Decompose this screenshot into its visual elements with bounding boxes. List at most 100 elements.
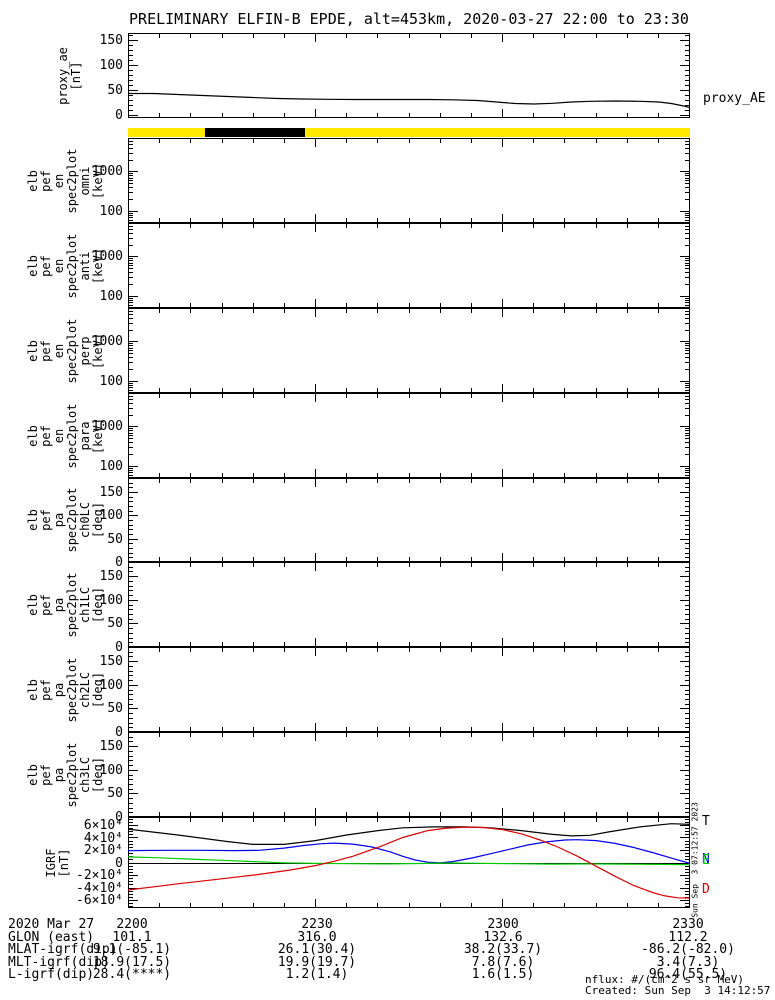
y-tick-label: 1000 xyxy=(91,334,123,350)
y-axis-label-elb_pef_pa_spec2plot_ch3LC: elb pef pa spec2plot ch3LC [deg] xyxy=(26,741,105,808)
y-tick-label: 0 xyxy=(115,855,123,871)
var-label-value: -86.2(-82.0) xyxy=(641,942,735,957)
panel-plot-svg-elb_pef_pa_spec2plot_ch0LC xyxy=(128,478,690,562)
panel-plot-svg-IGRF xyxy=(128,817,690,908)
var-label-value: 9.1(-85.1) xyxy=(92,942,172,957)
panel-elb_pef_pa_spec2plot_ch3LC xyxy=(128,732,690,817)
y-tick-label: 50 xyxy=(107,83,123,98)
legend-letter-N: N xyxy=(702,852,710,867)
var-label-value: 101.1 xyxy=(112,929,152,945)
var-label-value: 26.1(30.4) xyxy=(277,942,357,957)
var-label-value: 18.9(17.5) xyxy=(92,954,172,970)
var-label-value: 2230 xyxy=(301,917,333,932)
var-label-name: 2020 Mar 27 xyxy=(8,917,95,932)
panel-plot-svg-proxy_ae xyxy=(128,33,690,118)
var-label-value: 7.8(7.6) xyxy=(471,954,535,970)
panel-plot-svg-elb_pef_pa_spec2plot_ch3LC xyxy=(128,732,690,817)
series-line-D xyxy=(128,826,690,899)
y-tick-label: 100 xyxy=(99,374,123,390)
var-label-value: 38.2(33.7) xyxy=(463,942,543,957)
var-label-value: 2200 xyxy=(116,917,148,932)
plot-title: PRELIMINARY ELFIN-B EPDE, alt=453km, 202… xyxy=(129,10,689,28)
panel-plot-svg-elb_pef_en_spec2plot_anti xyxy=(128,223,690,308)
y-axis-label-elb_pef_pa_spec2plot_ch2LC: elb pef pa spec2plot ch2LC [deg] xyxy=(26,656,105,723)
var-label-value: 2300 xyxy=(487,917,519,932)
proxy-ae-right-label: proxy_AE xyxy=(703,91,766,106)
y-tick-label: 100 xyxy=(99,677,123,693)
series-line-proxy_AE xyxy=(128,92,690,109)
y-axis-label-proxy_ae: proxy_ae [nT] xyxy=(56,46,83,105)
y-tick-label: 6×10⁴ xyxy=(83,818,123,833)
y-axis-label-elb_pef_en_spec2plot_perp: elb pef en spec2plot perp [keV] xyxy=(26,317,105,384)
panel-plot-svg-elb_pef_pa_spec2plot_ch2LC xyxy=(128,647,690,732)
y-tick-label: 100 xyxy=(99,762,123,778)
y-tick-label: 50 xyxy=(107,616,123,632)
y-axis-label-elb_pef_en_spec2plot_para: elb pef en spec2plot para [keV] xyxy=(26,402,105,469)
var-label-value: 96.4(55.5) xyxy=(648,967,728,982)
legend-letter-D: D xyxy=(702,882,710,897)
y-tick-label: 1000 xyxy=(91,164,123,180)
var-label-name: L-igrf(dip) xyxy=(8,967,95,982)
y-tick-label: 0 xyxy=(115,725,123,740)
y-tick-label: -6×10⁴ xyxy=(76,893,123,908)
y-tick-label: 4×10⁴ xyxy=(83,830,123,846)
y-tick-label: 100 xyxy=(99,459,123,475)
var-label-value: 28.4(****) xyxy=(92,967,172,982)
y-tick-label: 150 xyxy=(99,33,123,48)
panel-elb_pef_en_spec2plot_omni xyxy=(128,138,690,223)
y-tick-label: 0 xyxy=(115,555,123,570)
creation-timestamp-vertical: Sun Sep 3 07:12:57 2023 xyxy=(690,802,700,918)
y-tick-label: 100 xyxy=(99,204,123,220)
footer-units-note: nflux: #/(cm^2 s sr MeV) xyxy=(585,973,744,986)
var-label-value: 2330 xyxy=(672,917,704,932)
var-label-value: 112.2 xyxy=(668,929,708,945)
y-tick-label: 0 xyxy=(115,640,123,655)
series-line-E xyxy=(128,856,690,866)
legend-letter-E: E xyxy=(702,853,710,868)
var-label-value: 3.4(7.3) xyxy=(656,954,720,970)
panel-elb_pef_pa_spec2plot_ch1LC xyxy=(128,562,690,647)
var-label-name: MLT-igrf(dip) xyxy=(8,954,110,970)
panel-elb_pef_pa_spec2plot_ch2LC xyxy=(128,647,690,732)
y-axis-label-elb_pef_pa_spec2plot_ch0LC: elb pef pa spec2plot ch0LC [deg] xyxy=(26,487,105,553)
y-tick-label: 100 xyxy=(99,592,123,608)
y-tick-label: 50 xyxy=(107,531,123,547)
y-tick-label: 150 xyxy=(99,739,123,755)
y-tick-label: 100 xyxy=(99,508,123,524)
availability-bar-gap xyxy=(204,128,306,137)
panel-plot-svg-elb_pef_en_spec2plot_para xyxy=(128,393,690,478)
y-tick-label: 0 xyxy=(115,108,123,123)
panel-elb_pef_en_spec2plot_para xyxy=(128,393,690,478)
y-tick-label: 150 xyxy=(99,569,123,585)
var-label-value: 1.2(1.4) xyxy=(285,967,349,982)
y-tick-label: 50 xyxy=(107,786,123,802)
y-tick-label: 2×10⁴ xyxy=(83,843,123,858)
series-line-N xyxy=(128,839,690,864)
y-tick-label: -4×10⁴ xyxy=(76,880,123,896)
y-axis-label-elb_pef_en_spec2plot_anti: elb pef en spec2plot anti [keV] xyxy=(26,232,105,299)
y-tick-label: 1000 xyxy=(91,249,123,265)
panel-elb_pef_pa_spec2plot_ch0LC xyxy=(128,478,690,562)
availability-bar xyxy=(128,128,690,137)
var-label-value: 316.0 xyxy=(297,929,337,945)
y-tick-label: 0 xyxy=(115,810,123,825)
panel-plot-svg-elb_pef_pa_spec2plot_ch1LC xyxy=(128,562,690,647)
y-tick-label: 100 xyxy=(99,289,123,305)
panel-plot-svg-elb_pef_en_spec2plot_omni xyxy=(128,138,690,223)
legend-letter-T: T xyxy=(702,814,710,829)
var-label-value: 1.6(1.5) xyxy=(471,967,535,982)
panel-elb_pef_en_spec2plot_perp xyxy=(128,308,690,393)
y-axis-label-elb_pef_pa_spec2plot_ch1LC: elb pef pa spec2plot ch1LC [deg] xyxy=(26,571,105,638)
series-line-T xyxy=(128,823,690,845)
panel-IGRF xyxy=(128,817,690,908)
footer-created-timestamp: Created: Sun Sep 3 14:12:57 2023 xyxy=(585,984,771,997)
panel-plot-svg-elb_pef_en_spec2plot_perp xyxy=(128,308,690,393)
panel-elb_pef_en_spec2plot_anti xyxy=(128,223,690,308)
panel-proxy_ae xyxy=(128,33,690,118)
y-axis-label-elb_pef_en_spec2plot_omni: elb pef en spec2plot omni [keV] xyxy=(26,147,105,214)
y-tick-label: 50 xyxy=(107,701,123,717)
var-label-name: GLON (east) xyxy=(8,929,95,945)
y-tick-label: 150 xyxy=(99,485,123,500)
y-tick-label: 150 xyxy=(99,654,123,670)
